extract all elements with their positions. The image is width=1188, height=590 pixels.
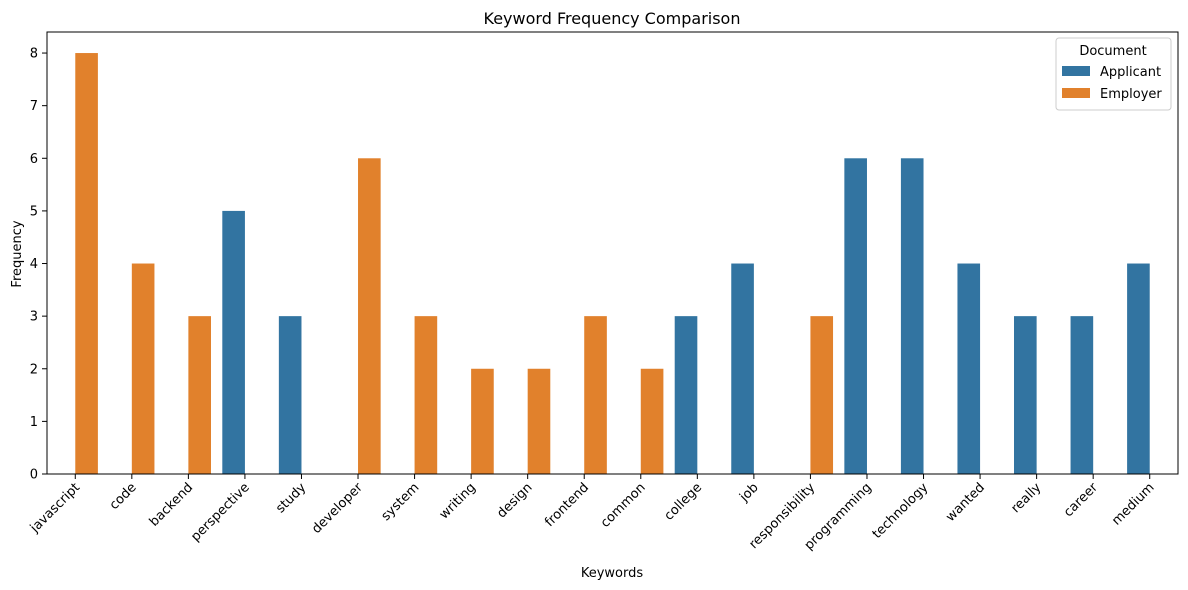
y-tick-label: 0 xyxy=(30,468,38,483)
y-tick-label: 1 xyxy=(30,415,38,430)
x-axis-label: Keywords xyxy=(581,566,644,581)
bar-employer-responsibility xyxy=(810,316,834,474)
bar-employer-code xyxy=(131,263,155,474)
bar-applicant-programming xyxy=(844,158,867,475)
x-tick-label-job: job xyxy=(736,480,761,505)
y-axis-label: Frequency xyxy=(10,220,25,287)
y-tick-label: 7 xyxy=(30,99,38,114)
chart-title: Keyword Frequency Comparison xyxy=(484,9,741,28)
bars xyxy=(75,53,1150,475)
bar-employer-common xyxy=(640,368,664,474)
bar-employer-javascript xyxy=(75,53,98,475)
bar-employer-design xyxy=(527,368,551,474)
x-tick-label-backend: backend xyxy=(147,480,196,529)
legend-title: Document xyxy=(1079,44,1146,59)
plot-frame xyxy=(46,31,1179,475)
bar-applicant-medium xyxy=(1127,263,1150,474)
bar-applicant-college xyxy=(674,316,698,474)
x-tick-label-writing: writing xyxy=(437,480,479,522)
y-axis-ticks: 0 1 2 3 4 5 6 7 8 xyxy=(30,47,47,483)
legend-label-employer: Employer xyxy=(1100,87,1162,102)
y-tick-label: 4 xyxy=(30,257,38,272)
bar-applicant-job xyxy=(731,263,754,474)
x-tick-label-code: code xyxy=(107,480,140,513)
bar-applicant-really xyxy=(1014,316,1037,474)
bar-applicant-technology xyxy=(900,158,924,475)
x-tick-label-perspective: perspective xyxy=(188,480,252,544)
legend-swatch-employer xyxy=(1062,88,1090,98)
x-tick-label-really: really xyxy=(1008,480,1044,516)
x-tick-label-frontend: frontend xyxy=(542,480,592,530)
x-tick-label-career: career xyxy=(1061,480,1101,520)
bar-employer-writing xyxy=(471,368,494,474)
legend-swatch-applicant xyxy=(1062,66,1090,76)
y-tick-label: 8 xyxy=(30,47,38,62)
bar-applicant-career xyxy=(1070,316,1094,474)
x-tick-label-common: common xyxy=(598,480,649,531)
bar-employer-frontend xyxy=(584,316,607,474)
legend-label-applicant: Applicant xyxy=(1100,65,1161,80)
y-tick-label: 2 xyxy=(30,362,38,377)
x-tick-label-college: college xyxy=(662,480,706,524)
x-tick-label-technology: technology xyxy=(870,480,932,542)
x-tick-label-medium: medium xyxy=(1109,480,1157,528)
y-tick-label: 5 xyxy=(30,204,38,219)
y-tick-label: 6 xyxy=(30,152,38,167)
x-tick-label-system: system xyxy=(379,480,423,524)
y-tick-label: 3 xyxy=(30,310,38,325)
x-tick-label-wanted: wanted xyxy=(943,480,988,525)
bar-applicant-perspective xyxy=(222,210,245,474)
x-tick-label-developer: developer xyxy=(309,480,366,537)
bar-applicant-wanted xyxy=(957,263,981,474)
legend: Document Applicant Employer xyxy=(1055,37,1172,111)
bar-employer-system xyxy=(414,316,438,474)
bar-employer-backend xyxy=(188,316,211,474)
bar-employer-developer xyxy=(358,158,381,475)
bar-applicant-study xyxy=(278,316,302,474)
x-tick-label-study: study xyxy=(273,480,309,516)
x-tick-label-design: design xyxy=(494,480,535,521)
x-tick-label-javascript: javascript xyxy=(27,480,83,536)
